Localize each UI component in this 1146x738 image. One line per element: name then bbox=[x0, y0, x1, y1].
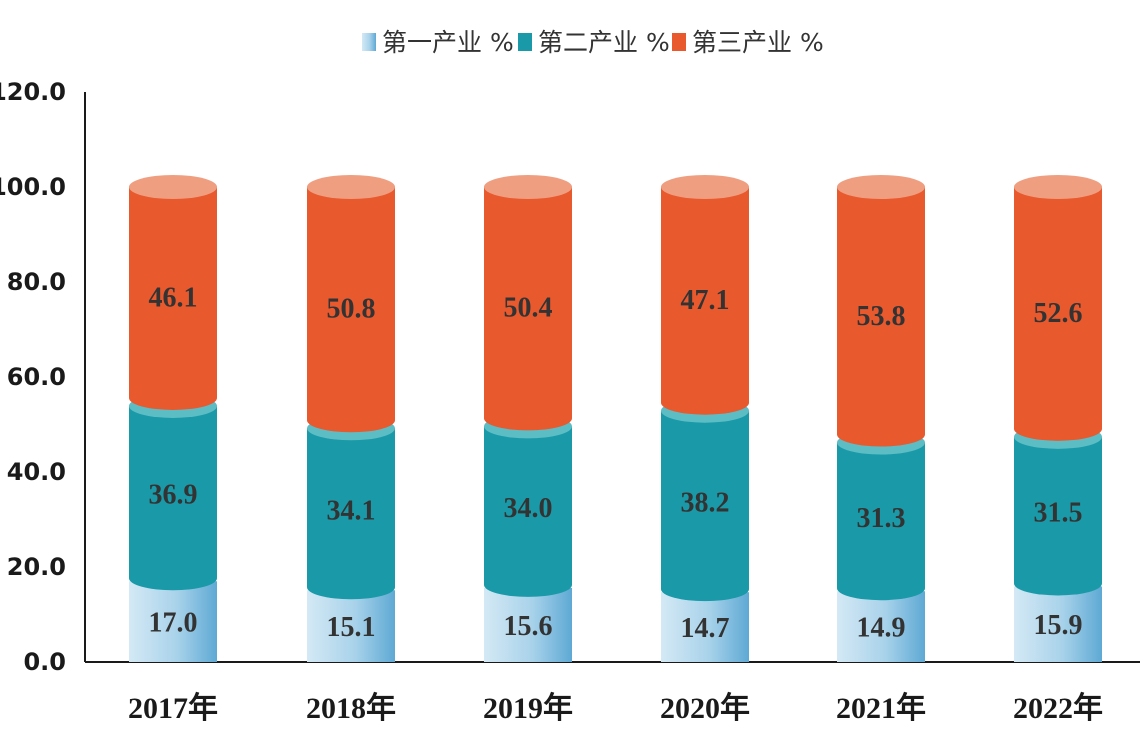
y-tick-label: 80.0 bbox=[7, 268, 66, 296]
legend-item-1: 第一产业 % bbox=[362, 28, 514, 57]
bar-secondary-2 bbox=[307, 428, 395, 600]
data-label-secondary: 36.9 bbox=[149, 480, 198, 511]
y-tick-label: 120.0 bbox=[0, 78, 66, 106]
x-tick-label: 2018年 bbox=[306, 692, 396, 725]
bar-secondary-3 bbox=[484, 426, 572, 597]
data-label-tertiary: 53.8 bbox=[857, 301, 906, 332]
bar-secondary-4 bbox=[661, 410, 749, 602]
bar-primary-1 bbox=[129, 581, 217, 662]
bar-primary-3 bbox=[484, 587, 572, 662]
data-label-tertiary: 47.1 bbox=[681, 285, 730, 316]
bar-primary-5 bbox=[837, 591, 925, 662]
bar-primary-2 bbox=[307, 590, 395, 662]
bar-secondary-6 bbox=[1014, 436, 1102, 596]
bar-group-4: 14.7 38.2 47.1 bbox=[661, 175, 749, 662]
legend-swatch bbox=[672, 33, 686, 51]
bar-group-3: 15.6 34.0 50.4 bbox=[484, 175, 572, 662]
y-axis: 0.0 20.0 40.0 60.0 80.0 100.0 120.0 bbox=[0, 78, 86, 676]
x-axis: 2017年 2018年 2019年 2020年 2021年 2022年 bbox=[85, 661, 1140, 725]
x-tick-label: 2021年 bbox=[836, 692, 926, 725]
y-tick-label: 60.0 bbox=[7, 363, 66, 391]
bar-tertiary-top bbox=[837, 175, 925, 199]
bar-tertiary-top bbox=[307, 175, 395, 199]
bar-tertiary-5 bbox=[837, 187, 925, 447]
data-label-tertiary: 46.1 bbox=[149, 282, 198, 313]
x-tick-label: 2022年 bbox=[1013, 692, 1103, 725]
y-tick-label: 40.0 bbox=[7, 458, 66, 486]
legend: 第一产业 % 第二产业 % 第三产业 % bbox=[362, 28, 824, 57]
bar-group-5: 14.9 31.3 53.8 bbox=[837, 175, 925, 662]
data-label-secondary: 31.5 bbox=[1034, 498, 1083, 529]
data-label-tertiary: 50.8 bbox=[327, 294, 376, 325]
bar-tertiary-1 bbox=[129, 187, 217, 410]
legend-label: 第一产业 % bbox=[382, 28, 514, 57]
data-label-primary: 15.9 bbox=[1034, 610, 1083, 641]
bar-primary-6 bbox=[1014, 586, 1102, 662]
data-label-primary: 17.0 bbox=[149, 608, 198, 639]
bar-tertiary-top bbox=[129, 175, 217, 199]
bar-primary-4 bbox=[661, 592, 749, 662]
legend-item-3: 第三产业 % bbox=[672, 28, 824, 57]
data-label-secondary: 38.2 bbox=[681, 487, 730, 518]
data-label-tertiary: 52.6 bbox=[1034, 298, 1083, 329]
bar-group-1: 17.0 36.9 46.1 bbox=[129, 175, 217, 662]
legend-item-2: 第二产业 % bbox=[518, 28, 670, 57]
bar-group-2: 15.1 34.1 50.8 bbox=[307, 175, 395, 662]
bar-tertiary-6 bbox=[1014, 187, 1102, 441]
bar-secondary-5 bbox=[837, 442, 925, 601]
legend-swatch bbox=[362, 33, 376, 51]
y-tick-label: 100.0 bbox=[0, 173, 66, 201]
legend-label: 第三产业 % bbox=[692, 28, 824, 57]
x-tick-label: 2020年 bbox=[660, 692, 750, 725]
y-tick-label: 0.0 bbox=[23, 648, 66, 676]
data-label-secondary: 31.3 bbox=[857, 503, 906, 534]
bar-tertiary-top bbox=[484, 175, 572, 199]
x-tick-label: 2017年 bbox=[128, 692, 218, 725]
data-label-secondary: 34.1 bbox=[327, 495, 376, 526]
y-tick-label: 20.0 bbox=[7, 553, 66, 581]
bar-tertiary-3 bbox=[484, 187, 572, 431]
data-label-primary: 15.1 bbox=[327, 612, 376, 643]
data-label-primary: 14.7 bbox=[681, 613, 730, 644]
x-tick-label: 2019年 bbox=[483, 692, 573, 725]
bar-tertiary-top bbox=[1014, 175, 1102, 199]
bar-tertiary-4 bbox=[661, 187, 749, 415]
legend-label: 第二产业 % bbox=[538, 28, 670, 57]
bar-group-6: 15.9 31.5 52.6 bbox=[1014, 175, 1102, 662]
bar-tertiary-top bbox=[661, 175, 749, 199]
data-label-tertiary: 50.4 bbox=[504, 293, 553, 324]
data-label-secondary: 34.0 bbox=[504, 493, 553, 524]
bar-secondary-1 bbox=[129, 405, 217, 591]
legend-swatch bbox=[518, 33, 532, 51]
data-label-primary: 15.6 bbox=[504, 611, 553, 642]
data-label-primary: 14.9 bbox=[857, 613, 906, 644]
bar-tertiary-2 bbox=[307, 187, 395, 433]
bars: 17.0 36.9 46.1 15.1 34.1 50.8 15.6 34.0 50.4 14.7… bbox=[129, 175, 1102, 662]
